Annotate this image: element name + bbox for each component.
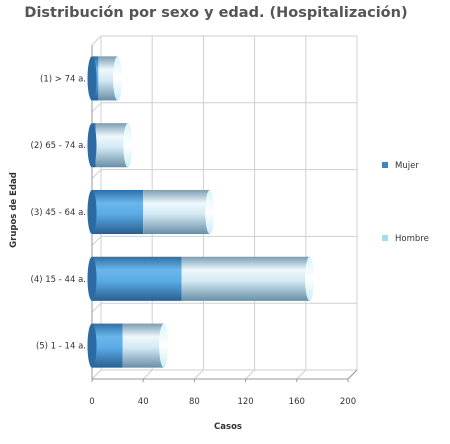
y-tick-label: (1) > 74 a. [40, 74, 86, 84]
x-tick-label: 0 [89, 397, 94, 407]
x-tick-label: 40 [138, 397, 149, 407]
bar-start-cap [87, 189, 97, 235]
legend-label-hombre: Hombre [395, 234, 429, 244]
bar-end-cap [205, 189, 215, 235]
x-tick-label: 80 [189, 397, 200, 407]
grid-side-line [91, 369, 102, 380]
y-tick-label: (4) 15 - 44 a. [31, 275, 86, 285]
grid-side-line [91, 35, 102, 46]
legend-label-mujer: Mujer [395, 161, 419, 171]
bar-hombre [181, 256, 310, 301]
x-tick-label: 120 [237, 397, 253, 407]
x-tick-label: 160 [289, 397, 305, 407]
x-axis-depth-line [347, 369, 358, 380]
bar-start-cap [87, 56, 97, 101]
legend-swatch-mujer [382, 162, 388, 168]
bar-end-cap [159, 323, 169, 368]
grid-floor-line [142, 369, 153, 380]
bar-hombre [143, 189, 210, 235]
bar-mujer [92, 323, 123, 368]
chart-title: Distribución por sexo y edad. (Hospitali… [24, 5, 408, 21]
bar-end-cap [123, 123, 133, 168]
y-tick-label: (3) 45 - 64 a. [31, 208, 86, 218]
x-axis-title: Casos [214, 422, 242, 432]
grid-side-line [91, 169, 102, 179]
y-axis-title: Grupos de Edad [9, 172, 19, 248]
grid-side-line [91, 302, 102, 313]
grid-floor-line [245, 369, 255, 380]
bar-start-cap [87, 123, 97, 168]
bar-hombre [98, 56, 118, 101]
bar-mujer [92, 256, 182, 301]
bar-start-cap [87, 256, 97, 301]
bar-mujer [92, 189, 144, 235]
grid-side-line [91, 236, 102, 246]
bar-hombre [122, 323, 164, 368]
bar-end-cap [305, 256, 315, 301]
bar-start-cap [87, 323, 97, 368]
grid-floor-line [296, 369, 307, 380]
y-tick-label: (5) 1 - 14 a. [36, 342, 86, 352]
legend-swatch-hombre [382, 235, 388, 241]
y-tick-label: (2) 65 - 74 a. [31, 141, 86, 151]
bar-hombre [95, 123, 128, 168]
grid-side-line [91, 102, 102, 113]
x-tick-label: 200 [340, 397, 356, 407]
grid-floor-line [194, 369, 204, 380]
bar-end-cap [113, 56, 123, 101]
